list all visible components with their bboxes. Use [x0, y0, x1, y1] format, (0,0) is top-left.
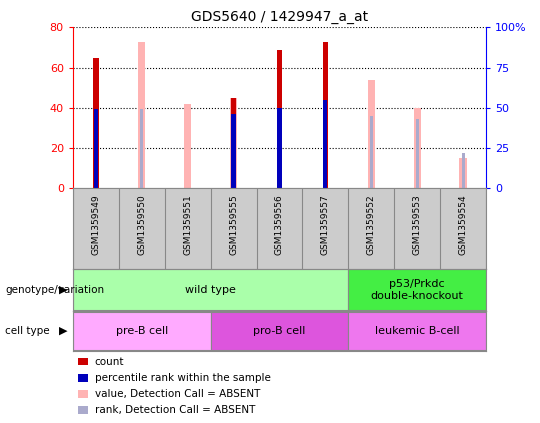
Bar: [414, 108, 421, 188]
Text: percentile rank within the sample: percentile rank within the sample: [94, 373, 271, 383]
Text: GSM1359552: GSM1359552: [367, 195, 376, 255]
Bar: [211, 312, 348, 350]
Bar: [323, 100, 327, 188]
Text: pre-B cell: pre-B cell: [116, 326, 168, 336]
Bar: [348, 312, 486, 350]
Text: GSM1359557: GSM1359557: [321, 195, 330, 255]
Text: GSM1359553: GSM1359553: [413, 195, 422, 255]
Text: genotype/variation: genotype/variation: [5, 285, 105, 295]
Text: rank, Detection Call = ABSENT: rank, Detection Call = ABSENT: [94, 405, 255, 415]
Text: GSM1359551: GSM1359551: [183, 195, 192, 255]
Bar: [138, 41, 145, 188]
Text: cell type: cell type: [5, 326, 50, 336]
Bar: [232, 114, 235, 188]
Bar: [462, 153, 464, 188]
Text: GSM1359556: GSM1359556: [275, 195, 284, 255]
Text: p53/Prkdc
double-knockout: p53/Prkdc double-knockout: [371, 279, 463, 301]
Bar: [94, 110, 98, 188]
Text: leukemic B-cell: leukemic B-cell: [375, 326, 460, 336]
Bar: [322, 41, 328, 188]
Bar: [368, 80, 375, 188]
Bar: [73, 312, 211, 350]
Text: wild type: wild type: [185, 285, 236, 295]
Bar: [416, 119, 418, 188]
Bar: [184, 104, 191, 188]
Text: ▶: ▶: [59, 326, 68, 336]
Text: GSM1359555: GSM1359555: [229, 195, 238, 255]
Text: GSM1359554: GSM1359554: [458, 195, 468, 255]
Text: pro-B cell: pro-B cell: [253, 326, 306, 336]
Text: ▶: ▶: [59, 285, 68, 295]
Text: count: count: [94, 357, 124, 367]
Bar: [230, 98, 237, 188]
Bar: [93, 58, 99, 188]
Bar: [276, 49, 282, 188]
Text: GSM1359549: GSM1359549: [91, 195, 100, 255]
Bar: [370, 116, 373, 188]
Bar: [140, 110, 143, 188]
Bar: [231, 98, 237, 188]
Bar: [278, 108, 281, 188]
Text: GSM1359550: GSM1359550: [137, 195, 146, 255]
Bar: [73, 269, 348, 310]
Bar: [460, 158, 467, 188]
Title: GDS5640 / 1429947_a_at: GDS5640 / 1429947_a_at: [191, 10, 368, 24]
Text: value, Detection Call = ABSENT: value, Detection Call = ABSENT: [94, 389, 260, 399]
Bar: [348, 269, 486, 310]
